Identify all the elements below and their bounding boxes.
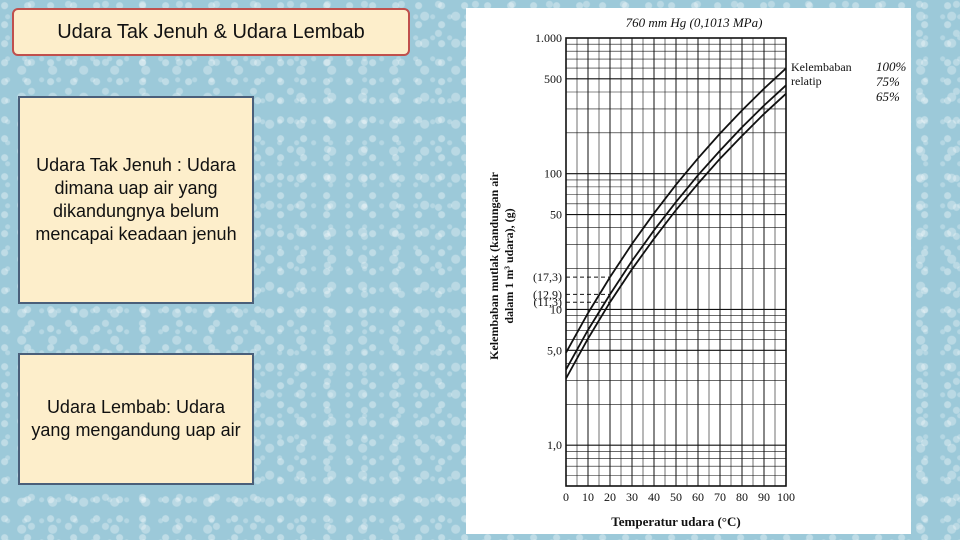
y-tick-label: (12,9) — [533, 287, 562, 301]
x-tick-label: 10 — [582, 490, 594, 504]
x-tick-label: 100 — [777, 490, 795, 504]
humid-air-text: Udara Lembab: Udara yang mengandung uap … — [31, 397, 241, 440]
series-line — [565, 67, 787, 354]
chart-title: 760 mm Hg (0,1013 MPa) — [626, 15, 763, 30]
y-tick-label: 1.000 — [535, 31, 562, 45]
y-tick-label: (17,3) — [533, 270, 562, 284]
x-tick-label: 70 — [714, 490, 726, 504]
x-tick-label: 40 — [648, 490, 660, 504]
y-tick-label: 1,0 — [547, 438, 562, 452]
x-tick-label: 20 — [604, 490, 616, 504]
series-label: 100% — [876, 59, 907, 74]
y-tick-label: 500 — [544, 72, 562, 86]
y-tick-label: 100 — [544, 167, 562, 181]
x-tick-label: 90 — [758, 490, 770, 504]
humidity-chart: 760 mm Hg (0,1013 MPa) 0 10 20 30 40 50 60 70 80… — [487, 15, 907, 529]
x-tick-label: 30 — [626, 490, 638, 504]
y-axis-label-line2: dalam 1 m³ udara), (g) — [502, 208, 516, 323]
y-axis-label-line1: Kelembaban mutlak (kandungan air — [487, 171, 501, 359]
x-tick-label: 0 — [563, 490, 569, 504]
y-tick-label: 50 — [550, 208, 562, 222]
series-line — [565, 84, 787, 371]
humidity-chart-panel: 760 mm Hg (0,1013 MPa) 0 10 20 30 40 50 60 70 80… — [466, 8, 911, 534]
unsaturated-air-definition: Udara Tak Jenuh : Udara dimana uap air y… — [18, 96, 254, 304]
y-tick-label: 10 — [550, 302, 562, 316]
slide-title: Udara Tak Jenuh & Udara Lembab — [12, 8, 410, 56]
humid-air-definition: Udara Lembab: Udara yang mengandung uap … — [18, 353, 254, 485]
series-label: 65% — [876, 89, 900, 104]
legend-title-line2: relatip — [791, 74, 822, 88]
x-tick-label: 80 — [736, 490, 748, 504]
x-tick-label: 60 — [692, 490, 704, 504]
series-label: 75% — [876, 74, 900, 89]
x-axis-label: Temperatur udara (°C) — [611, 514, 740, 529]
series-line — [565, 93, 787, 379]
y-tick-label: 5,0 — [547, 343, 562, 357]
y-tick-label: (11,3) — [533, 295, 562, 309]
x-tick-label: 50 — [670, 490, 682, 504]
unsaturated-air-text: Udara Tak Jenuh : Udara dimana uap air y… — [35, 155, 237, 244]
legend-title-line1: Kelembaban — [791, 60, 852, 74]
